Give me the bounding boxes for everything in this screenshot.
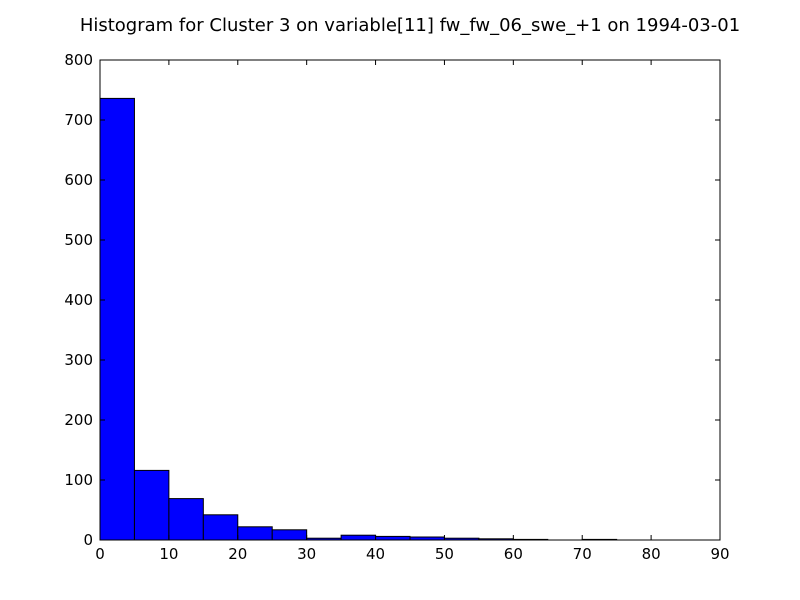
- axis-ticks: [99, 59, 721, 541]
- histogram-bar-4: [237, 526, 273, 541]
- axis-tick-labels: 0 10 20 30 40 50 60 70 80 90 0 100 200 300 400 500 600 70…: [64, 51, 729, 563]
- y-tick-label-1: 100: [64, 471, 93, 489]
- x-tick-label-8: 80: [642, 545, 661, 563]
- chart-title: Histogram for Cluster 3 on variable[11] …: [80, 15, 740, 36]
- x-tick-label-5: 50: [435, 545, 454, 563]
- x-tick-label-6: 60: [504, 545, 523, 563]
- y-tick-label-7: 700: [64, 111, 93, 129]
- x-tick-label-1: 10: [159, 545, 178, 563]
- y-tick-label-0: 0: [83, 531, 93, 549]
- x-tick-label-2: 20: [228, 545, 247, 563]
- y-tick-label-2: 200: [64, 411, 93, 429]
- histogram-bar-3: [202, 514, 239, 541]
- x-tick-label-7: 70: [573, 545, 592, 563]
- y-tick-label-8: 800: [64, 51, 93, 69]
- histogram-bar-2: [168, 498, 204, 541]
- histogram-bar-0: [99, 97, 135, 541]
- histogram-bar-5: [271, 529, 308, 541]
- histogram-bar-1: [133, 469, 170, 541]
- plot-frame: [99, 59, 721, 541]
- y-tick-label-4: 400: [64, 291, 93, 309]
- x-tick-label-0: 0: [95, 545, 105, 563]
- y-tick-label-6: 600: [64, 171, 93, 189]
- y-tick-label-5: 500: [64, 231, 93, 249]
- histogram-bar-7: [340, 534, 377, 541]
- x-tick-label-3: 30: [297, 545, 316, 563]
- x-tick-label-9: 90: [710, 545, 729, 563]
- x-tick-label-4: 40: [366, 545, 385, 563]
- histogram-bars: [99, 97, 618, 541]
- y-tick-label-3: 300: [64, 351, 93, 369]
- histogram-bar-8: [375, 535, 411, 541]
